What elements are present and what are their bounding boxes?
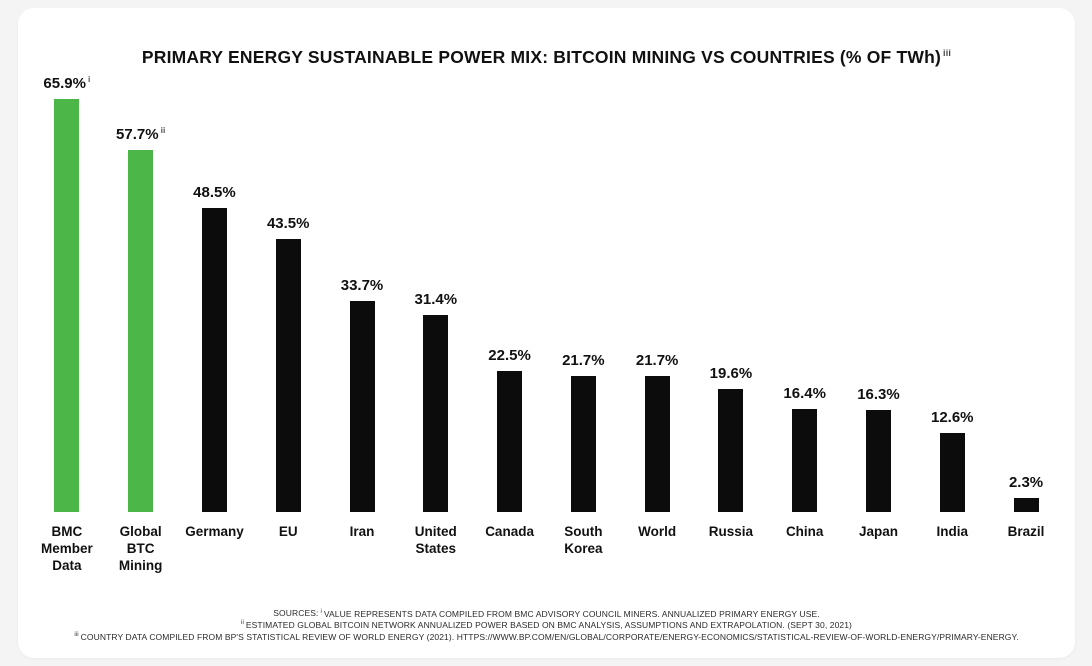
bar-column: 33.7% (325, 277, 399, 512)
source-text: VALUE REPRESENTS DATA COMPILED FROM BMC … (323, 608, 820, 619)
bar (497, 370, 523, 512)
source-text: ESTIMATED GLOBAL BITCOIN NETWORK ANNUALI… (245, 620, 852, 631)
bar (718, 388, 744, 512)
bar (201, 207, 227, 512)
category-label: Iran (349, 523, 375, 539)
bar-column: 2.3% (989, 474, 1063, 512)
bar-value-label: 12.6% (930, 408, 974, 426)
bar-column: 21.7% (546, 352, 620, 512)
bar-value-label: 16.3% (857, 385, 900, 403)
bar-column: 43.5% (251, 215, 325, 512)
bar (644, 375, 670, 512)
bar-value-label: 19.6% (709, 364, 753, 382)
bar (128, 149, 154, 512)
category-label: United States (414, 523, 457, 556)
bar-value-label: 16.4% (783, 384, 826, 402)
category-label: Brazil (1007, 523, 1045, 539)
source-line: SOURCES: i VALUE REPRESENTS DATA COMPILED … (18, 607, 1075, 619)
bar (423, 314, 449, 512)
bar-footnote-mark: i (87, 73, 91, 84)
bar (275, 238, 301, 512)
bar-value-label: 22.5% (488, 346, 531, 364)
bar (865, 409, 891, 512)
bar-column: 65.9% i (30, 74, 104, 512)
bar-column: 19.6% (694, 365, 768, 512)
bar (54, 98, 80, 512)
bar (570, 375, 596, 512)
category-label: South Korea (564, 523, 603, 556)
bar-chart: 65.9% i 57.7% ii 48.5% 43.5% 33.7% 31.4% 22.5% 21… (18, 72, 1075, 512)
chart-title-text: PRIMARY ENERGY SUSTAINABLE POWER MIX: BI… (141, 46, 942, 67)
bar-value-label: 21.7% (562, 351, 605, 369)
bar-column: 12.6% (915, 409, 989, 512)
category-label: India (936, 523, 969, 539)
category-label: Canada (485, 523, 534, 539)
source-footnote-mark: i (320, 608, 322, 615)
source-text: COUNTRY DATA COMPILED FROM BP'S STATISTI… (80, 632, 1019, 642)
bar-column: 16.4% (768, 385, 842, 512)
category-label: Russia (708, 523, 754, 539)
bar (939, 432, 965, 512)
bar-column: 16.3% (842, 386, 916, 512)
source-prefix: SOURCES: (273, 608, 319, 619)
bar-value-label: 65.9% i (43, 73, 91, 92)
bar (349, 300, 375, 512)
category-label: Japan (858, 523, 898, 539)
bar-column: 21.7% (620, 352, 694, 512)
category-label: EU (278, 523, 298, 539)
bar-column: 31.4% (399, 291, 473, 512)
bar-column: 48.5% (178, 184, 252, 512)
source-footnote-mark: ii (241, 620, 244, 627)
category-label: Global BTC Mining (118, 523, 163, 573)
bar-footnote-mark: ii (160, 124, 166, 135)
category-label: World (638, 523, 677, 539)
bar-value-label: 43.5% (266, 214, 310, 232)
bar (792, 408, 818, 512)
bar-value-label: 57.7% ii (116, 124, 166, 143)
bar (1013, 497, 1039, 512)
source-line: ii ESTIMATED GLOBAL BITCOIN NETWORK ANNUA… (18, 618, 1075, 630)
bar-value-label: 48.5% (193, 183, 236, 201)
bar-value-label: 2.3% (1008, 473, 1044, 491)
source-footnote-mark: iii (74, 632, 79, 639)
category-label: China (785, 523, 824, 539)
category-label: Germany (185, 523, 244, 539)
chart-card: PRIMARY ENERGY SUSTAINABLE POWER MIX: BI… (18, 8, 1075, 658)
bar-column: 57.7% ii (104, 125, 178, 512)
bar-value-label: 31.4% (414, 290, 458, 308)
category-axis: BMC Member Data Global BTC Mining Germany E… (18, 523, 1075, 574)
bar-value-label: 33.7% (340, 276, 384, 294)
chart-title-footnote-mark: iii (943, 48, 952, 58)
chart-title: PRIMARY ENERGY SUSTAINABLE POWER MIX: BI… (18, 42, 1075, 68)
category-label: BMC Member Data (41, 523, 93, 573)
sources-footer: SOURCES: i VALUE REPRESENTS DATA COMPILED … (18, 607, 1075, 642)
bar-column: 22.5% (473, 347, 547, 512)
bar-value-label: 21.7% (635, 351, 679, 369)
source-line: iii COUNTRY DATA COMPILED FROM BP'S STATI… (18, 630, 1075, 642)
